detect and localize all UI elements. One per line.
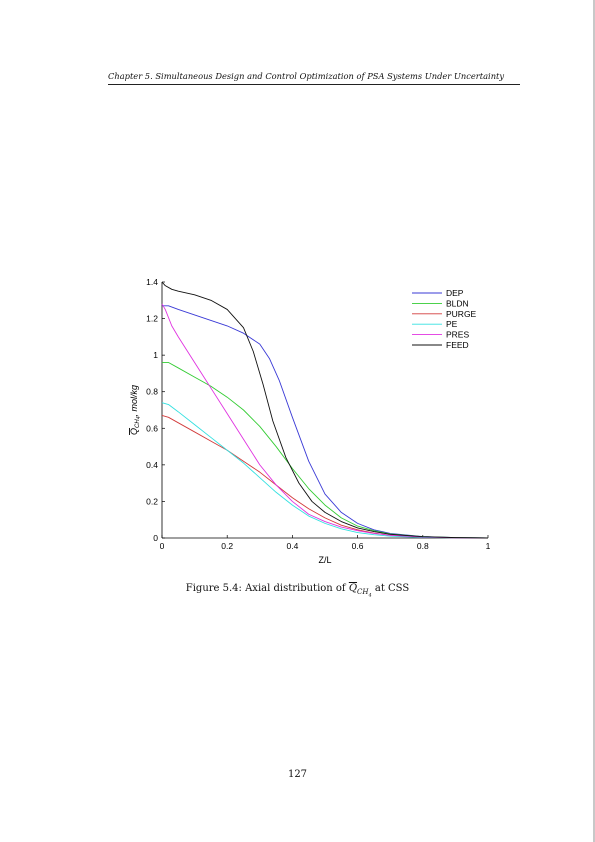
legend-label-pres: PRES xyxy=(446,330,469,340)
page-edge xyxy=(593,0,595,842)
y-tick-label: 1 xyxy=(153,350,158,360)
caption-subscript-2: 4 xyxy=(368,592,372,599)
caption-prefix: Figure 5.4: Axial distribution of xyxy=(185,583,349,594)
legend-label-pe: PE xyxy=(446,319,458,329)
line-chart: 0 0.2 0.4 0.6 0.8 1 0 0.2 0.4 0.6 0.8 1 1.2 1.4 DEPBL… xyxy=(129,277,491,565)
legend-label-dep: DEP xyxy=(446,288,464,298)
series-line-feed xyxy=(161,281,489,539)
y-tick-label: 1.2 xyxy=(146,314,158,324)
y-tick-label: 0.4 xyxy=(146,460,158,470)
series-line-pres xyxy=(161,303,489,539)
y-tick-label: 0.6 xyxy=(146,423,158,433)
series-line-dep xyxy=(162,305,489,539)
figure-caption: Figure 5.4: Axial distribution of QCH4 a… xyxy=(0,583,595,598)
x-tick-label: 0.6 xyxy=(352,541,364,551)
caption-subscript: CH xyxy=(357,588,369,596)
page-number: 127 xyxy=(287,769,308,780)
x-tick-label: 0 xyxy=(160,541,165,551)
x-tick-label: 1 xyxy=(486,541,491,551)
y-axis-label-subscript: CH xyxy=(135,419,141,428)
y-axis-label-symbol: Q xyxy=(129,428,139,435)
y-axis-label-unit: , mol/kg xyxy=(129,385,139,417)
series-lines xyxy=(161,281,489,539)
legend-label-purge: PURGE xyxy=(446,309,477,319)
y-tick-label: 1.4 xyxy=(146,277,158,287)
y-tick-label: 0.8 xyxy=(146,387,158,397)
caption-suffix: at CSS xyxy=(371,583,410,594)
x-tick-label: 0.4 xyxy=(286,541,298,551)
x-axis-label: Z/L xyxy=(318,555,331,565)
running-header: Chapter 5. Simultaneous Design and Contr… xyxy=(108,71,505,81)
legend-label-feed: FEED xyxy=(446,340,469,350)
y-tick-label: 0.2 xyxy=(146,496,158,506)
y-axis-label-subscript-2: 4 xyxy=(136,416,142,419)
x-tick-label: 0.2 xyxy=(221,541,233,551)
header-rule xyxy=(108,84,520,85)
figure-container: 0 0.2 0.4 0.6 0.8 1 0 0.2 0.4 0.6 0.8 1 1.2 1.4 DEP BL… xyxy=(120,270,520,570)
axes: 0 0.2 0.4 0.6 0.8 1 0 0.2 0.4 0.6 0.8 1 1.2 1.4 xyxy=(146,277,490,551)
caption-symbol: Q xyxy=(348,583,358,594)
y-tick-label: 0 xyxy=(153,533,158,543)
series-line-purge xyxy=(161,415,489,539)
legend-label-bldn: BLDN xyxy=(446,298,469,308)
series-line-pe xyxy=(161,402,489,539)
y-axis-label: QCH4, mol/kg xyxy=(129,385,142,435)
x-tick-label: 0.8 xyxy=(417,541,429,551)
